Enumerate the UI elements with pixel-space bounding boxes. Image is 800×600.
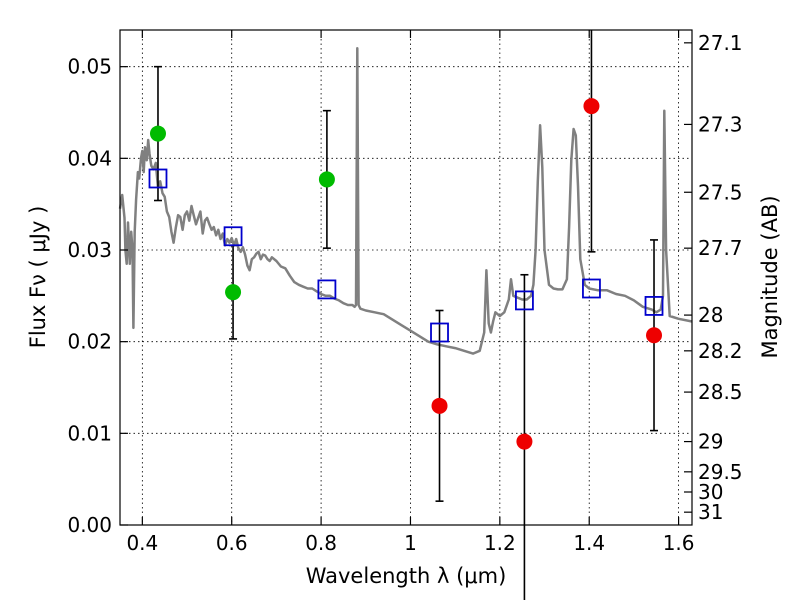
y-tick-label: 0.04 [67,146,112,170]
grid [120,30,692,526]
magnitude-tick-label: 28.2 [698,339,743,363]
x-tick-label: 1 [404,531,417,555]
magnitude-axis-label: Magnitude (AB) [758,195,782,358]
y-tick-label: 0.01 [67,421,112,445]
model-photometry-square [582,278,601,299]
magnitude-tick-label: 28 [698,303,723,327]
magnitude-tick-label: 30 [698,480,723,504]
x-axis-label: Wavelength λ (μm) [306,564,507,588]
x-tick-label: 0.6 [216,531,248,555]
observed-flux-point [149,125,166,142]
model-photometry-square [515,290,534,311]
x-axis-ticks: 0.4 0.6 0.8 1 1.2 1.4 1.6 [126,30,695,555]
magnitude-tick-label: 27.3 [698,112,743,136]
observed-flux-point [646,327,663,344]
x-tick-label: 1.2 [484,531,516,555]
magnitude-tick-label: 27.5 [698,180,743,204]
observed-flux-point [583,98,600,115]
magnitude-tick-label: 28.5 [698,380,743,404]
x-tick-label: 1.4 [573,531,605,555]
magnitude-tick-label: 29 [698,430,723,454]
plot-frame [119,29,693,526]
observed-flux-point [431,397,448,414]
magnitude-tick-label: 27.7 [698,236,743,260]
observed-flux-point [225,284,242,301]
magnitude-tick-label: 27.1 [698,31,743,55]
y-axis-label: Flux Fν ( μJy ) [26,206,50,349]
x-tick-label: 0.8 [305,531,337,555]
model-photometry-square [223,226,243,247]
model-spectrum-line [118,47,693,355]
y-tick-label: 0.00 [67,513,112,537]
data-markers [148,98,664,450]
x-tick-label: 1.6 [663,531,695,555]
model-spectrum [118,47,693,355]
error-bars [153,30,659,600]
y-tick-label: 0.02 [67,330,112,354]
x-tick-label: 0.4 [126,531,158,555]
model-photometry-square [317,279,337,300]
y-axis-ticks: 0.00 0.01 0.02 0.03 0.04 0.05 [67,55,128,537]
model-photometry-square [148,168,168,189]
model-photometry-square [644,296,664,316]
magnitude-tick-label: 29.5 [698,460,743,484]
model-photometry-square [430,322,449,343]
observed-flux-point [318,171,335,188]
magnitude-tick-label: 31 [698,500,723,524]
y-tick-label: 0.03 [67,238,112,262]
y-tick-label: 0.05 [67,55,112,79]
observed-flux-point [516,433,533,450]
